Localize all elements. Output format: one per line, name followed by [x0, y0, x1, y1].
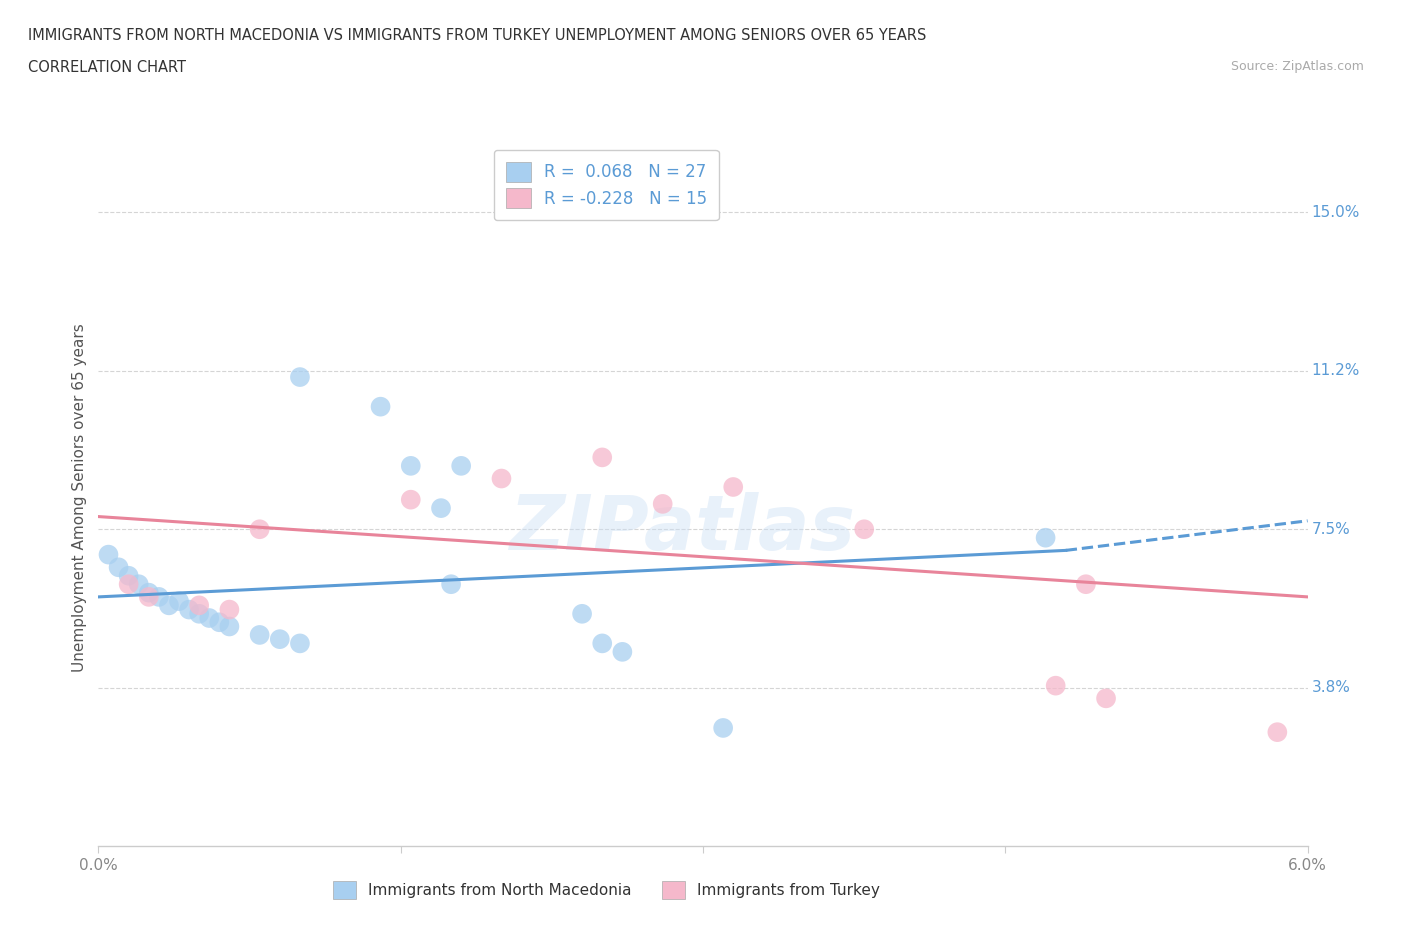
Point — [711, 721, 734, 736]
Point — [188, 598, 211, 613]
Point — [440, 577, 463, 591]
Point — [430, 500, 453, 515]
Point — [128, 577, 150, 591]
Text: 11.2%: 11.2% — [1312, 364, 1360, 379]
Point — [591, 636, 613, 651]
Point — [1265, 724, 1288, 739]
Legend: Immigrants from North Macedonia, Immigrants from Turkey: Immigrants from North Macedonia, Immigra… — [323, 871, 889, 909]
Point — [612, 644, 634, 659]
Point — [118, 577, 141, 591]
Point — [208, 615, 231, 630]
Point — [148, 590, 170, 604]
Point — [249, 522, 271, 537]
Point — [218, 602, 240, 617]
Point — [269, 631, 291, 646]
Point — [853, 522, 876, 537]
Point — [167, 593, 190, 608]
Point — [1074, 577, 1097, 591]
Point — [399, 458, 422, 473]
Point — [370, 399, 392, 414]
Point — [288, 369, 311, 384]
Text: 15.0%: 15.0% — [1312, 205, 1360, 219]
Point — [107, 560, 129, 575]
Point — [97, 547, 120, 562]
Text: IMMIGRANTS FROM NORTH MACEDONIA VS IMMIGRANTS FROM TURKEY UNEMPLOYMENT AMONG SEN: IMMIGRANTS FROM NORTH MACEDONIA VS IMMIG… — [28, 28, 927, 43]
Point — [198, 611, 221, 626]
Text: Source: ZipAtlas.com: Source: ZipAtlas.com — [1230, 60, 1364, 73]
Point — [179, 602, 201, 617]
Point — [571, 606, 593, 621]
Point — [1095, 691, 1118, 706]
Point — [288, 636, 311, 651]
Point — [491, 472, 513, 486]
Point — [138, 590, 160, 604]
Y-axis label: Unemployment Among Seniors over 65 years: Unemployment Among Seniors over 65 years — [72, 324, 87, 672]
Text: 7.5%: 7.5% — [1312, 522, 1351, 537]
Point — [138, 585, 160, 600]
Point — [249, 628, 271, 643]
Point — [1045, 678, 1067, 693]
Point — [399, 492, 422, 507]
Point — [591, 450, 613, 465]
Point — [118, 568, 141, 583]
Point — [1035, 530, 1057, 545]
Text: 3.8%: 3.8% — [1312, 680, 1351, 696]
Point — [188, 606, 211, 621]
Point — [450, 458, 472, 473]
Text: ZIPatlas: ZIPatlas — [510, 492, 856, 566]
Point — [651, 497, 673, 512]
Point — [721, 480, 744, 495]
Text: CORRELATION CHART: CORRELATION CHART — [28, 60, 186, 75]
Point — [157, 598, 180, 613]
Point — [218, 619, 240, 634]
